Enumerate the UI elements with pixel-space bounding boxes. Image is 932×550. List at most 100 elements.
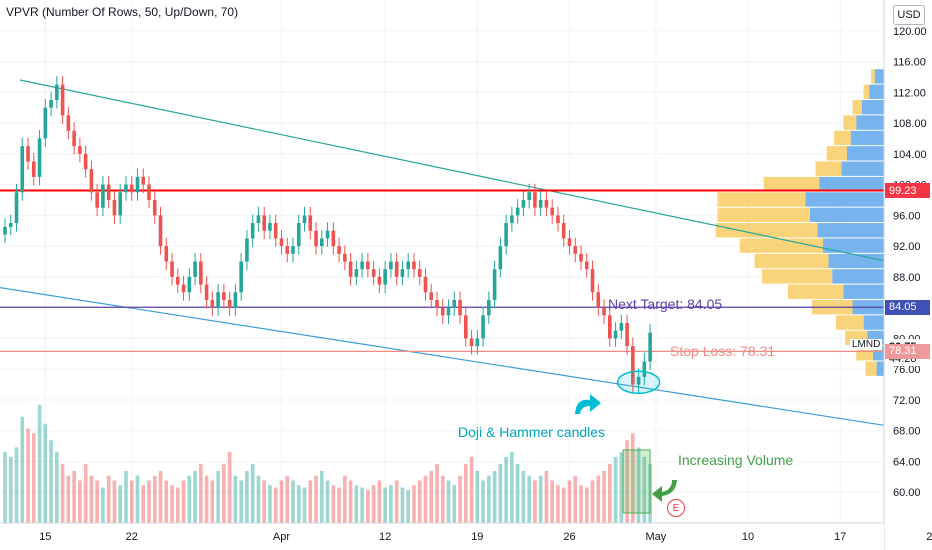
volume-bar <box>371 485 376 523</box>
volume-profile-up-bar <box>739 238 823 253</box>
candle-body <box>106 184 111 200</box>
volume-profile-up-bar <box>715 223 818 238</box>
time-tick-label: 22 <box>126 531 138 543</box>
indicator-label[interactable]: VPVR (Number Of Rows, 50, Up/Down, 70) <box>6 5 239 19</box>
candle-body <box>579 253 583 262</box>
symbol-label: LMND <box>850 339 883 350</box>
curved-arrow-icon <box>652 480 677 502</box>
time-tick-label: 15 <box>39 531 51 543</box>
candle-body <box>533 192 537 208</box>
candle-body <box>504 223 508 247</box>
candle-body <box>49 99 53 108</box>
volume-bar <box>515 463 520 523</box>
volume-bar <box>389 485 393 523</box>
volume-bar <box>170 485 174 523</box>
volume-bar <box>579 485 583 523</box>
candle-body <box>124 184 128 193</box>
candle-body <box>406 261 410 270</box>
candle-body <box>440 307 445 316</box>
volume-bar <box>544 471 549 523</box>
volume-bar <box>181 480 186 523</box>
volume-bar <box>625 440 629 523</box>
volume-bar <box>314 475 318 523</box>
candle-body <box>129 184 134 193</box>
volume-bar <box>596 475 601 523</box>
time-tick-label: Apr <box>273 531 290 543</box>
candle-body <box>164 246 169 262</box>
volume-bar <box>239 480 243 523</box>
volume-bar <box>118 485 122 523</box>
volume-profile-up-bar <box>826 146 847 161</box>
volume-bar <box>101 487 105 523</box>
candle-body <box>561 223 566 239</box>
candle-body <box>308 215 313 231</box>
volume-bar <box>222 463 226 523</box>
volume-profile-down-bar <box>861 99 884 115</box>
volume-profile-down-bar <box>841 161 884 176</box>
candle-body <box>521 199 526 208</box>
candle-body <box>216 292 220 308</box>
candle-body <box>625 323 629 347</box>
volume-profile-down-bar <box>817 223 884 238</box>
volume-bar <box>8 456 13 523</box>
volume-bar <box>435 463 439 523</box>
candle-body <box>573 246 578 254</box>
volume-bar <box>49 440 53 523</box>
volume-profile-up-bar <box>787 284 844 299</box>
volume-bar <box>383 487 387 523</box>
candle-body <box>320 238 324 247</box>
candle-body <box>366 261 370 270</box>
time-axis[interactable]: 15 22 Apr 12 19 26 May 10 17 24 <box>0 522 932 550</box>
candle-body <box>464 315 468 339</box>
candle-body <box>631 346 635 385</box>
volume-profile-up-bar <box>863 84 870 99</box>
volume-bar <box>556 485 560 523</box>
candle-body <box>204 284 209 300</box>
candle-body <box>72 130 76 147</box>
candle-body <box>446 307 451 316</box>
candle-body <box>250 223 255 239</box>
volume-bar <box>176 487 180 523</box>
volume-bar <box>464 463 468 523</box>
volume-bar <box>199 463 203 523</box>
time-tick-label: 10 <box>742 531 754 543</box>
volume-bar <box>158 471 163 523</box>
candle-body <box>383 269 387 285</box>
volume-bar <box>487 475 491 523</box>
volume-bar <box>619 452 624 523</box>
candle-body <box>596 292 601 308</box>
volume-bar <box>147 480 151 523</box>
candle-body <box>170 261 174 277</box>
target-price-tag: 84.05 <box>885 299 930 315</box>
trend-lines <box>0 79 885 426</box>
volume-bar <box>406 489 410 523</box>
candle-body <box>112 199 117 216</box>
increasing-volume-label: Increasing Volume <box>678 452 794 468</box>
earnings-marker[interactable]: E <box>667 499 685 517</box>
price-axis[interactable]: 120.00116.00112.00108.00104.00100.0096.0… <box>883 0 932 550</box>
currency-button[interactable]: USD <box>893 5 925 25</box>
candle-body <box>291 246 295 254</box>
price-tick-label: 72.00 <box>893 395 921 407</box>
volume-profile-up-bar <box>761 269 833 284</box>
candle-body <box>95 192 99 208</box>
volume-bar <box>227 452 232 523</box>
price-tick-label: 76.00 <box>893 364 921 376</box>
volume-bar <box>394 480 399 523</box>
volume-bar <box>83 463 88 523</box>
candle-body <box>233 292 238 308</box>
volume-bar <box>291 480 295 523</box>
candle-body <box>296 223 301 247</box>
volume-profile-down-bar <box>850 130 884 146</box>
volume-bar <box>561 487 566 523</box>
volume-bar <box>366 489 370 523</box>
volume-bar <box>37 404 42 523</box>
time-axis-bg <box>0 523 884 550</box>
volume-bar <box>106 475 111 523</box>
volume-bar <box>55 452 59 523</box>
volume-profile-up-bar <box>717 192 806 207</box>
candle-body <box>435 299 439 308</box>
candle-body <box>60 84 65 116</box>
candle-body <box>245 238 249 262</box>
